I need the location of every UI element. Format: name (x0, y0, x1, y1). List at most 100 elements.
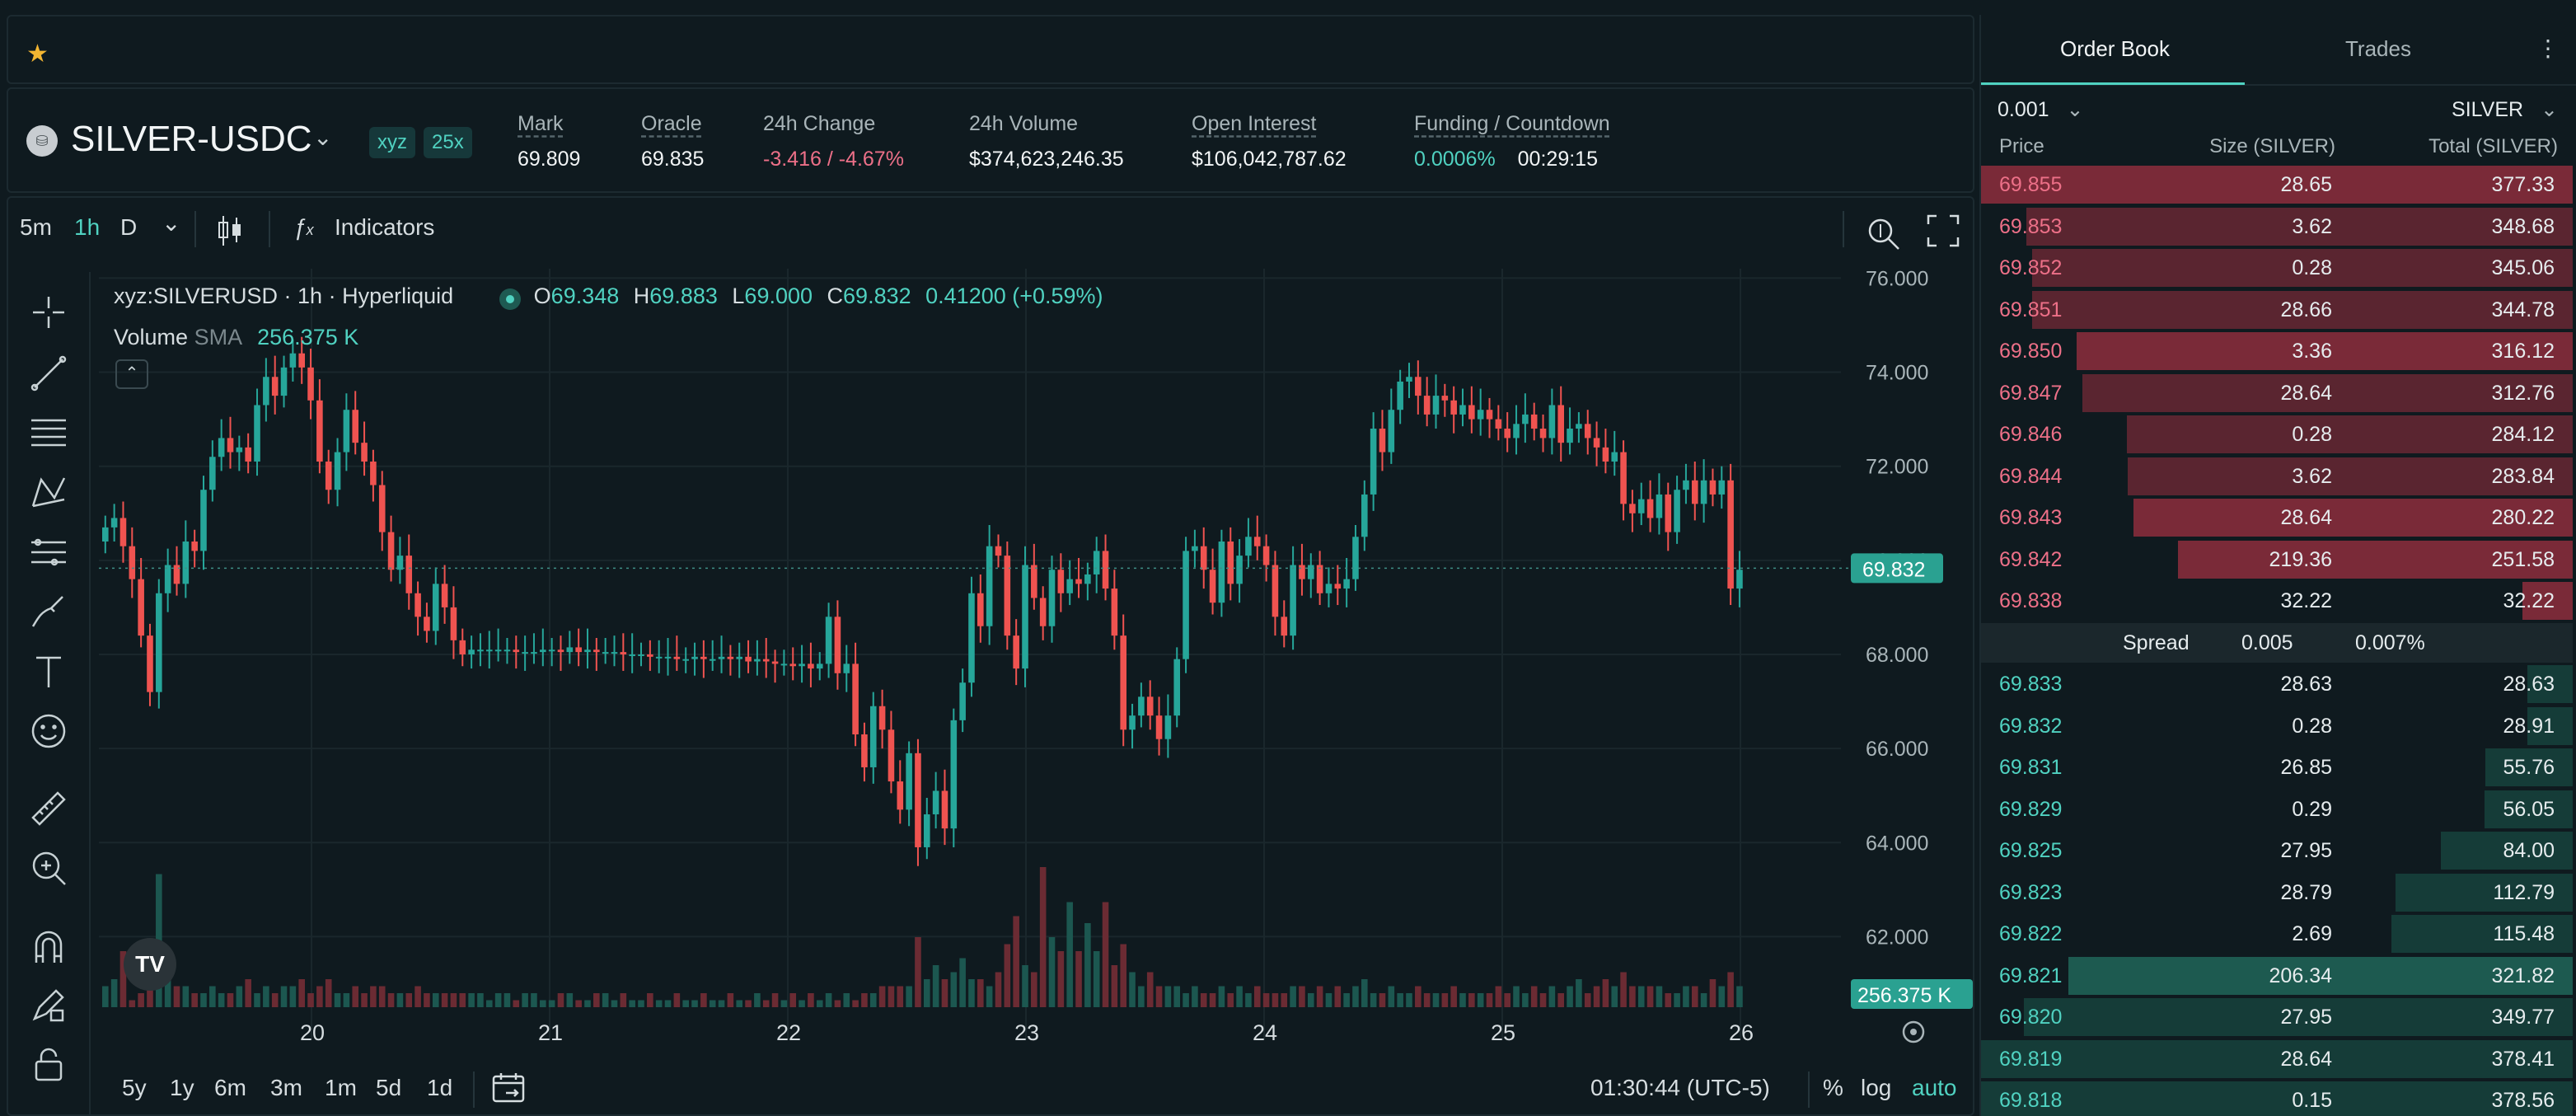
candle-type-icon[interactable] (216, 214, 244, 253)
live-status-dot (499, 288, 521, 310)
emoji-icon[interactable] (30, 712, 68, 750)
volume-bar (950, 972, 958, 1007)
ask-row[interactable]: 69.851 28.66 344.78 (1981, 290, 2573, 330)
bid-row[interactable]: 69.832 0.28 28.91 (1981, 706, 2573, 746)
brush-icon[interactable] (30, 592, 68, 630)
lock-icon[interactable] (30, 1045, 68, 1083)
volume-bar (280, 986, 288, 1007)
ask-row[interactable]: 69.844 3.62 283.84 (1981, 457, 2573, 496)
calendar-icon[interactable] (491, 1071, 527, 1110)
ask-row[interactable]: 69.855 28.65 377.33 (1981, 165, 2573, 204)
crosshair-icon[interactable] (30, 293, 68, 331)
bid-row[interactable]: 69.823 28.79 112.79 (1981, 873, 2573, 912)
volume-bar (799, 1000, 805, 1007)
clock-time[interactable]: 01:30:44 (UTC-5) (1590, 1075, 1770, 1100)
leverage-badge[interactable]: 25x (424, 127, 472, 158)
volume-bar (119, 951, 127, 1007)
bid-row[interactable]: 69.819 28.64 378.41 (1981, 1039, 2573, 1079)
range-1d[interactable]: 1d (427, 1075, 453, 1100)
bid-row[interactable]: 69.822 2.69 115.48 (1981, 914, 2573, 954)
volume-bar (513, 1000, 520, 1007)
interval-d[interactable]: D (120, 214, 138, 240)
tradingview-logo[interactable]: TV (124, 938, 176, 991)
tab-order-book[interactable]: Order Book (2060, 36, 2170, 61)
unit-select[interactable]: SILVER ⌄ (2452, 97, 2558, 122)
percent-toggle[interactable]: % (1823, 1075, 1843, 1100)
bid-total: 84.00 (2503, 839, 2555, 862)
volume-bar (1522, 993, 1529, 1007)
volume-bar (771, 993, 779, 1007)
fib-icon[interactable] (30, 532, 68, 570)
bid-row[interactable]: 69.821 206.34 321.82 (1981, 956, 2573, 996)
range-1m[interactable]: 1m (325, 1075, 357, 1100)
log-toggle[interactable]: log (1861, 1075, 1892, 1100)
volume-bar (852, 1000, 859, 1007)
ask-row[interactable]: 69.843 28.64 280.22 (1981, 498, 2573, 537)
star-icon[interactable]: ★ (26, 40, 49, 68)
text-icon[interactable] (30, 653, 68, 691)
volume-bar (682, 1000, 689, 1007)
candle (1361, 494, 1368, 537)
range-5y[interactable]: 5y (122, 1075, 147, 1100)
ask-row[interactable]: 69.853 3.62 348.68 (1981, 207, 2573, 246)
range-3m[interactable]: 3m (270, 1075, 302, 1100)
volume-bar (396, 993, 404, 1007)
volume-bar (468, 993, 475, 1007)
volume-bar (629, 1000, 635, 1007)
ask-row[interactable]: 69.838 32.22 32.22 (1981, 581, 2573, 621)
function-icon[interactable]: ƒx (293, 214, 314, 240)
volume-tag (1851, 979, 1973, 1009)
range-5d[interactable]: 5d (376, 1075, 402, 1100)
fullscreen-icon[interactable] (1927, 214, 1960, 253)
ask-row[interactable]: 69.850 3.36 316.12 (1981, 331, 2573, 371)
more-icon[interactable]: ⋮ (2536, 35, 2560, 61)
range-6m[interactable]: 6m (214, 1075, 246, 1100)
y-tick-label: 64.000 (1866, 832, 1928, 855)
bid-row[interactable]: 69.829 0.29 56.05 (1981, 790, 2573, 829)
candle (664, 656, 672, 659)
ask-price: 69.843 (1999, 506, 2063, 529)
pattern-icon[interactable] (30, 473, 68, 511)
interval-5m[interactable]: 5m (20, 214, 52, 240)
trend-line-icon[interactable] (30, 354, 68, 392)
price-chart[interactable]: 76.00074.00072.00070.00068.00066.00064.0… (8, 198, 1974, 1116)
ask-row[interactable]: 69.846 0.28 284.12 (1981, 415, 2573, 454)
ask-size: 32.22 (2280, 589, 2332, 612)
ask-row[interactable]: 69.852 0.28 345.06 (1981, 248, 2573, 288)
tick-size-select[interactable]: 0.001 ⌄ (1998, 97, 2083, 122)
volume-bar (1173, 986, 1181, 1007)
volume-bar (1218, 986, 1225, 1007)
auto-toggle[interactable]: auto (1912, 1075, 1957, 1100)
bid-total: 112.79 (2493, 880, 2555, 904)
bid-row[interactable]: 69.818 0.15 378.56 (1981, 1081, 2573, 1116)
zoom-search-icon[interactable] (1866, 214, 1902, 256)
tab-trades[interactable]: Trades (2345, 36, 2411, 61)
bid-row[interactable]: 69.833 28.63 28.63 (1981, 664, 2573, 704)
horizontal-lines-icon[interactable] (30, 412, 68, 450)
collapse-legend-button[interactable]: ⌃ (115, 359, 148, 389)
bid-row[interactable]: 69.825 27.95 84.00 (1981, 831, 2573, 870)
zoom-in-icon[interactable] (30, 849, 68, 887)
bid-row[interactable]: 69.831 26.85 55.76 (1981, 748, 2573, 787)
interval-1h[interactable]: 1h (74, 214, 101, 240)
candle (307, 367, 314, 401)
lock-drawing-icon[interactable] (30, 986, 68, 1024)
candle (298, 353, 305, 368)
ask-row[interactable]: 69.847 28.64 312.76 (1981, 373, 2573, 413)
candle (897, 781, 904, 810)
col-size: Size (SILVER) (2209, 135, 2335, 157)
magnet-icon[interactable] (30, 928, 68, 966)
volume-bar (888, 986, 895, 1007)
volume-bar (1164, 986, 1172, 1007)
candle (1727, 480, 1734, 589)
volume-bar (727, 993, 734, 1007)
ask-row[interactable]: 69.842 219.36 251.58 (1981, 540, 2573, 579)
range-1y[interactable]: 1y (170, 1075, 194, 1100)
candle (1674, 490, 1680, 532)
bid-row[interactable]: 69.820 27.95 349.77 (1981, 997, 2573, 1037)
market-symbol[interactable]: SILVER-USDC (71, 119, 312, 159)
indicators-button[interactable]: Indicators (335, 214, 435, 240)
chevron-down-icon[interactable]: ⌄ (313, 124, 333, 150)
ruler-icon[interactable] (30, 790, 68, 828)
chevron-down-icon[interactable]: ⌄ (162, 210, 181, 236)
